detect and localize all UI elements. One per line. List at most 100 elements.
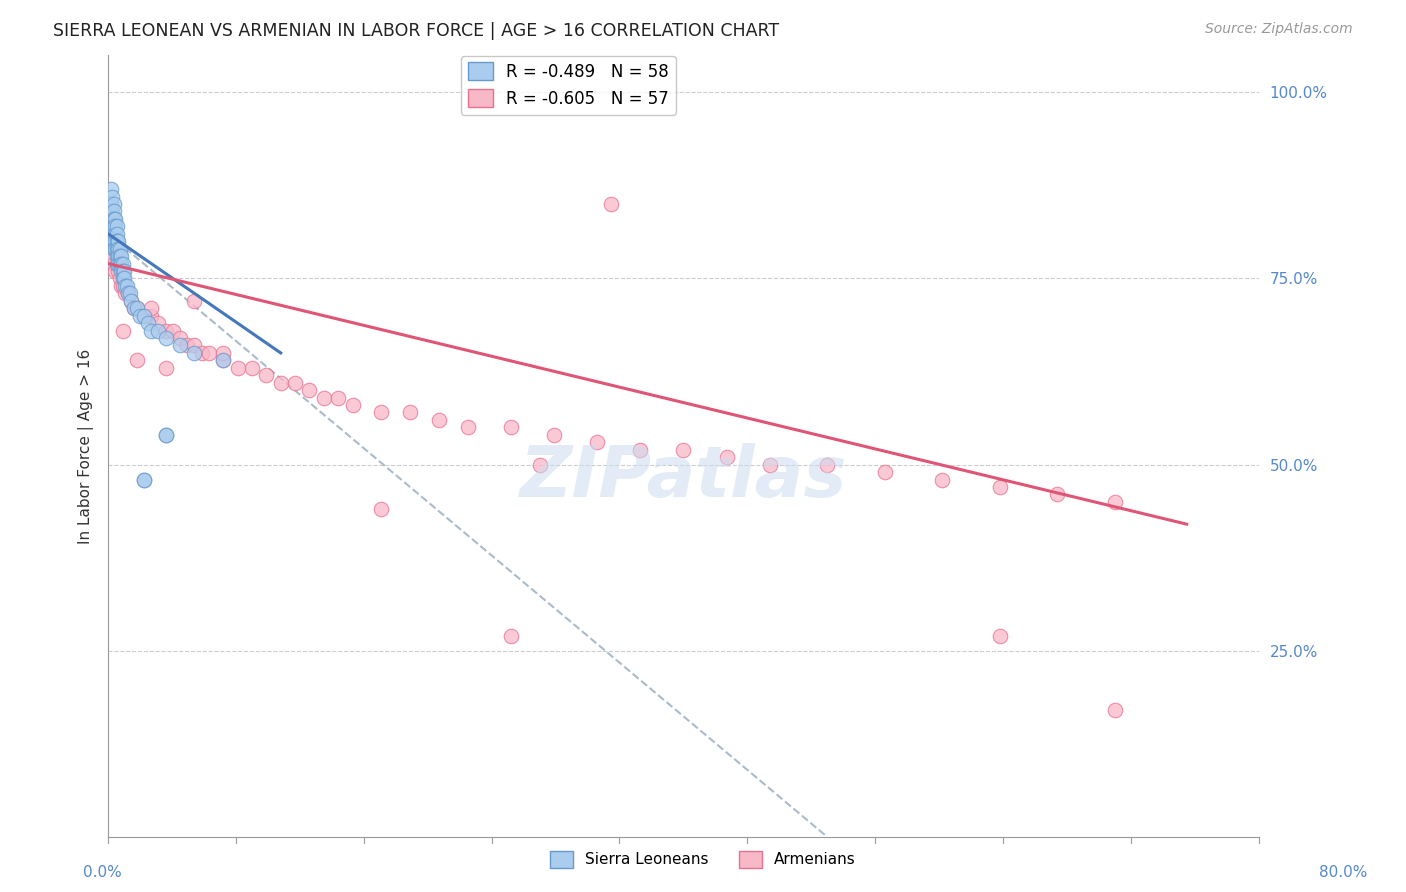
Point: [212, 353, 235, 368]
Legend: R = -0.489   N = 58, R = -0.605   N = 57: R = -0.489 N = 58, R = -0.605 N = 57: [461, 55, 675, 115]
Point: [148, 324, 170, 338]
Point: [108, 271, 131, 285]
Point: [162, 324, 184, 338]
Point: [141, 324, 163, 338]
Text: 80.0%: 80.0%: [1319, 865, 1367, 880]
Y-axis label: In Labor Force | Age > 16: In Labor Force | Age > 16: [79, 349, 94, 543]
Point: [101, 234, 124, 248]
Point: [370, 502, 392, 516]
Point: [111, 257, 134, 271]
Point: [758, 458, 780, 472]
Point: [103, 234, 125, 248]
Point: [100, 182, 122, 196]
Point: [132, 309, 155, 323]
Point: [101, 204, 124, 219]
Point: [529, 458, 551, 472]
Point: [716, 450, 738, 465]
Point: [155, 427, 177, 442]
Point: [815, 458, 838, 472]
Point: [125, 353, 148, 368]
Point: [117, 286, 139, 301]
Point: [499, 629, 522, 643]
Point: [672, 442, 695, 457]
Point: [114, 279, 136, 293]
Point: [105, 219, 128, 234]
Point: [155, 427, 177, 442]
Point: [212, 353, 235, 368]
Point: [105, 249, 128, 263]
Point: [873, 465, 896, 479]
Point: [114, 286, 136, 301]
Point: [1104, 703, 1126, 717]
Point: [107, 249, 129, 263]
Point: [1046, 487, 1069, 501]
Point: [270, 376, 292, 390]
Point: [104, 264, 127, 278]
Point: [190, 346, 212, 360]
Point: [118, 286, 141, 301]
Point: [138, 316, 160, 330]
Point: [328, 391, 350, 405]
Point: [132, 473, 155, 487]
Point: [103, 204, 125, 219]
Point: [125, 301, 148, 316]
Point: [115, 279, 138, 293]
Point: [169, 331, 191, 345]
Point: [155, 360, 177, 375]
Point: [104, 242, 127, 256]
Point: [110, 257, 132, 271]
Point: [111, 271, 134, 285]
Point: [112, 271, 135, 285]
Point: [141, 301, 163, 316]
Point: [183, 293, 205, 308]
Point: [600, 197, 623, 211]
Text: Source: ZipAtlas.com: Source: ZipAtlas.com: [1205, 22, 1353, 37]
Point: [128, 309, 150, 323]
Point: [122, 301, 145, 316]
Point: [103, 211, 125, 226]
Point: [226, 360, 249, 375]
Text: 0.0%: 0.0%: [83, 865, 122, 880]
Point: [298, 383, 321, 397]
Point: [312, 391, 335, 405]
Point: [183, 346, 205, 360]
Point: [628, 442, 651, 457]
Point: [105, 227, 128, 241]
Point: [240, 360, 263, 375]
Point: [169, 338, 191, 352]
Point: [110, 279, 132, 293]
Point: [103, 197, 125, 211]
Point: [1104, 495, 1126, 509]
Point: [370, 405, 392, 419]
Point: [100, 197, 122, 211]
Point: [117, 286, 139, 301]
Point: [399, 405, 422, 419]
Point: [108, 242, 131, 256]
Point: [101, 219, 124, 234]
Point: [155, 331, 177, 345]
Point: [101, 249, 124, 263]
Point: [284, 376, 307, 390]
Point: [212, 346, 235, 360]
Point: [132, 473, 155, 487]
Point: [103, 257, 125, 271]
Point: [100, 249, 122, 263]
Point: [148, 316, 170, 330]
Point: [543, 427, 565, 442]
Point: [110, 264, 132, 278]
Point: [499, 420, 522, 434]
Text: SIERRA LEONEAN VS ARMENIAN IN LABOR FORCE | AGE > 16 CORRELATION CHART: SIERRA LEONEAN VS ARMENIAN IN LABOR FORC…: [53, 22, 779, 40]
Point: [107, 234, 129, 248]
Point: [104, 227, 127, 241]
Point: [122, 301, 145, 316]
Point: [586, 435, 609, 450]
Point: [111, 324, 134, 338]
Point: [107, 242, 129, 256]
Point: [112, 264, 135, 278]
Point: [427, 413, 450, 427]
Point: [931, 473, 953, 487]
Point: [198, 346, 221, 360]
Point: [111, 279, 134, 293]
Point: [254, 368, 277, 383]
Point: [111, 264, 134, 278]
